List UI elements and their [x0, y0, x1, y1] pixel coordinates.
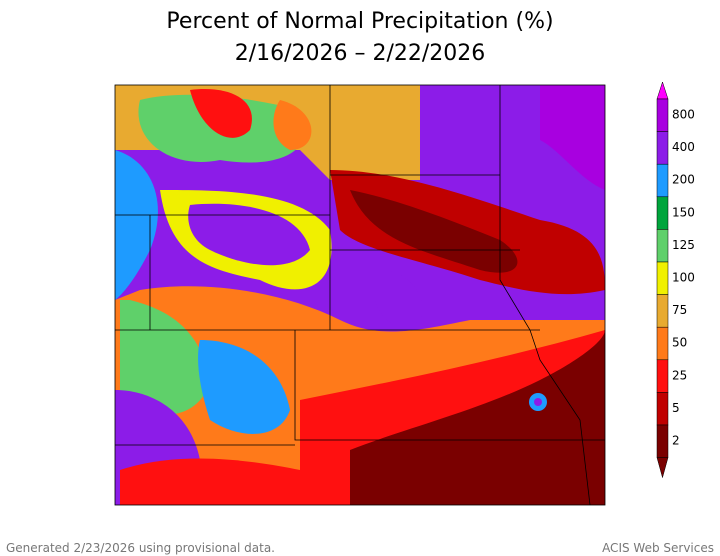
- region: [540, 85, 605, 190]
- region: [198, 340, 290, 434]
- legend-label: 125: [672, 238, 695, 252]
- legend-swatch: [656, 196, 669, 230]
- region: [190, 89, 252, 138]
- legend-label: 150: [672, 205, 695, 219]
- legend-swatch: [656, 294, 669, 328]
- map: [114, 84, 606, 506]
- legend-label: 50: [672, 336, 687, 350]
- footer-left: Generated 2/23/2026 using provisional da…: [6, 541, 275, 555]
- legend-cap-top: [656, 81, 669, 100]
- legend: 800 400 200 150 125 100 75 50 25 5 2: [656, 81, 695, 479]
- footer-right: ACIS Web Services: [602, 541, 714, 555]
- legend-swatch: [656, 359, 669, 393]
- region: [375, 270, 423, 327]
- legend-label: 25: [672, 368, 687, 382]
- legend-label: 200: [672, 173, 695, 187]
- legend-swatch: [656, 424, 669, 458]
- legend-swatch: [656, 261, 669, 295]
- legend-label: 400: [672, 140, 695, 154]
- title: Percent of Normal Precipitation (%): [166, 9, 553, 34]
- legend-label: 5: [672, 401, 680, 415]
- legend-label: 800: [672, 108, 695, 122]
- region: [115, 150, 158, 300]
- legend-label: 2: [672, 434, 680, 448]
- region: [188, 203, 310, 266]
- legend-swatch: [656, 326, 669, 361]
- region: [350, 330, 605, 505]
- legend-label: 75: [672, 303, 687, 317]
- region: [120, 458, 300, 505]
- region: [350, 190, 518, 273]
- legend-swatch: [656, 131, 669, 165]
- map-frame: [114, 84, 606, 506]
- legend-label: 100: [672, 271, 695, 285]
- state-borders: [115, 85, 605, 505]
- legend-swatch: [656, 229, 669, 263]
- legend-swatch: [656, 392, 669, 426]
- legend-cap-bottom: [656, 457, 669, 479]
- region: [534, 398, 542, 406]
- region: [120, 300, 210, 416]
- legend-swatch: [656, 163, 669, 198]
- subtitle: 2/16/2026 – 2/22/2026: [235, 41, 486, 66]
- legend-swatch: [656, 98, 669, 132]
- region: [273, 100, 312, 150]
